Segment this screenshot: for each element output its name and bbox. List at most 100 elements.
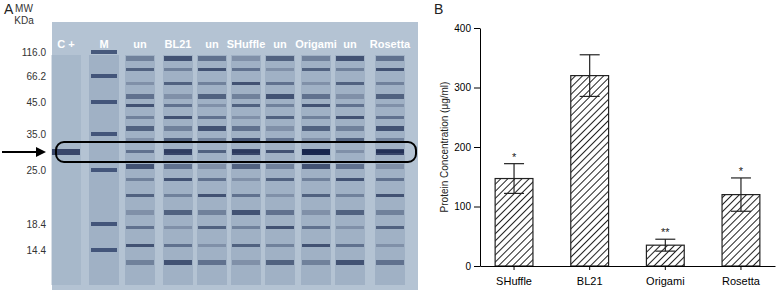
protein-band: [302, 126, 330, 131]
gel-lane: [231, 55, 261, 285]
protein-band: [302, 210, 330, 215]
protein-band: [376, 194, 404, 197]
tick: 300: [454, 82, 480, 93]
error-bar: [731, 178, 751, 211]
protein-band: [336, 94, 364, 99]
protein-band: [266, 68, 294, 71]
protein-band: [198, 210, 226, 215]
protein-band: [126, 116, 154, 119]
protein-band: [266, 150, 294, 153]
protein-band: [198, 126, 226, 131]
tick: 100: [454, 201, 480, 212]
tick: SHuffle: [496, 266, 532, 287]
mw-label: 66.2: [27, 71, 47, 82]
protein-band: [164, 244, 192, 247]
gel-lane: [163, 55, 193, 285]
error-cap: [655, 239, 675, 240]
gel-lane: [335, 55, 365, 285]
protein-band: [198, 194, 226, 197]
mw-axis-label: MW: [15, 3, 33, 14]
tick: 200: [454, 142, 480, 153]
protein-band: [198, 68, 226, 71]
protein-band: [198, 226, 226, 229]
bar: [571, 76, 609, 266]
protein-band: [266, 260, 294, 265]
axis-line: [480, 29, 481, 267]
marker-band: [91, 50, 117, 54]
protein-band: [198, 82, 226, 85]
lane-label: un: [133, 38, 147, 50]
protein-band: [266, 194, 294, 197]
protein-band: [376, 210, 404, 215]
protein-band: [376, 164, 404, 169]
error-stem: [740, 178, 741, 211]
protein-band: [232, 194, 260, 197]
protein-band: [126, 104, 154, 107]
protein-band: [376, 244, 404, 247]
protein-band: [126, 150, 154, 153]
protein-band: [232, 68, 260, 71]
protein-band: [126, 82, 154, 85]
protein-band: [126, 244, 154, 247]
tick-label: BL21: [577, 275, 603, 287]
protein-band: [232, 164, 260, 169]
protein-band: [198, 244, 226, 247]
error-cap: [655, 251, 675, 252]
tick-mark: [474, 28, 480, 29]
protein-band: [336, 150, 364, 153]
lane-label: un: [343, 38, 357, 50]
error-stem: [513, 164, 514, 194]
lane-label: M: [99, 38, 108, 50]
gel-lane: [301, 55, 331, 285]
protein-band: [164, 178, 192, 181]
mw-label: 18.4: [27, 219, 47, 230]
marker-band: [91, 100, 117, 104]
gel-lane: [125, 55, 155, 285]
lane-label: Rosetta: [370, 38, 411, 50]
protein-band: [302, 244, 330, 247]
protein-band: [302, 194, 330, 197]
protein-band: [198, 116, 226, 119]
protein-band: [336, 164, 364, 169]
marker-band: [91, 74, 117, 78]
error-bar: [580, 55, 600, 97]
protein-band: [376, 260, 404, 265]
protein-band: [336, 194, 364, 197]
tick: Origami: [646, 266, 685, 287]
protein-band: [302, 56, 330, 61]
error-cap: [731, 211, 751, 212]
error-cap: [731, 177, 751, 178]
protein-band: [376, 82, 404, 85]
protein-band: [336, 68, 364, 71]
significance-label: *: [739, 165, 744, 177]
protein-band: [126, 260, 154, 265]
tick-mark: [474, 266, 480, 267]
protein-band: [336, 126, 364, 131]
marker-band: [91, 248, 117, 252]
protein-band: [266, 104, 294, 107]
protein-band: [266, 82, 294, 85]
protein-band: [336, 226, 364, 229]
gel-lane: [375, 55, 405, 285]
protein-band: [164, 260, 192, 265]
protein-band: [232, 82, 260, 85]
error-bar: [655, 239, 675, 251]
protein-band: [302, 82, 330, 85]
gel-background: [52, 22, 418, 290]
protein-band: [126, 126, 154, 131]
tick-label: Origami: [646, 275, 685, 287]
tick-mark: [665, 266, 666, 270]
lane-label: C +: [57, 38, 74, 50]
significance-label: **: [661, 226, 670, 238]
tick: 400: [454, 23, 480, 34]
protein-band: [266, 226, 294, 229]
tick: Rosetta: [722, 266, 761, 287]
protein-band: [126, 164, 154, 169]
protein-band: [232, 126, 260, 131]
lane-label: Origami: [295, 38, 337, 50]
protein-band: [126, 94, 154, 99]
protein-band: [198, 104, 226, 107]
protein-band: [198, 56, 226, 61]
protein-band: [126, 226, 154, 229]
x-axis: SHuffle BL21 Origami Rosetta: [481, 266, 776, 287]
